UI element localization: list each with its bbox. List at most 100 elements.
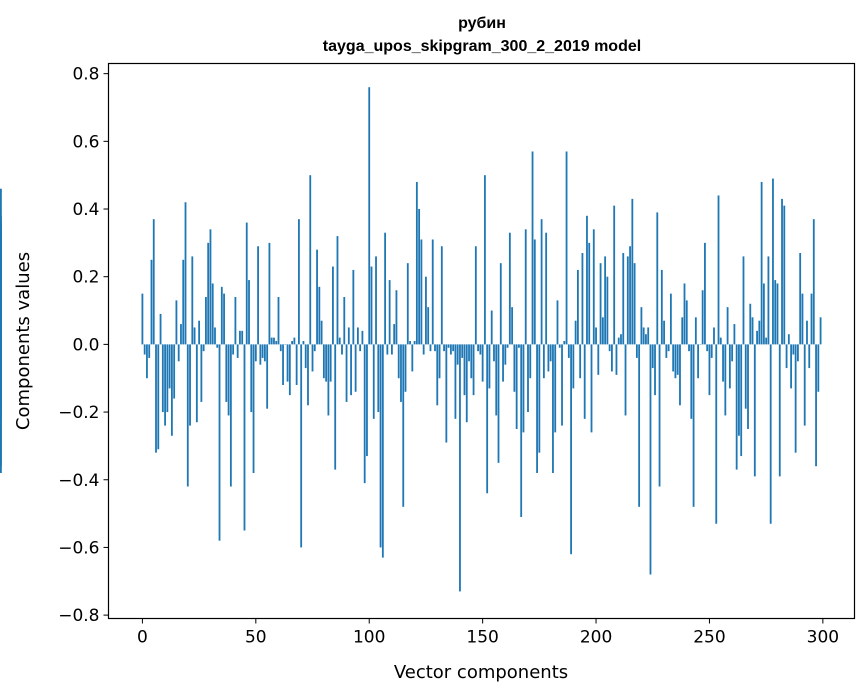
bar [245,222,248,345]
bar [679,344,681,406]
bar [263,344,266,362]
bar [572,344,575,389]
bar [298,219,300,345]
bar [719,337,722,345]
bar [799,253,802,345]
bar [397,344,400,379]
bar [556,300,559,345]
bar [250,344,253,413]
bar [570,344,572,555]
bar [386,344,389,355]
bar [728,344,731,389]
bar [690,344,693,419]
bar [304,344,307,369]
bar [776,283,779,345]
bar [288,344,291,396]
bar [533,239,536,345]
bar [601,317,604,345]
bar [715,344,718,524]
bar [286,344,289,382]
bar [561,344,563,426]
bar [404,344,407,392]
bar [581,253,584,345]
bar [513,344,516,392]
bar [629,246,631,345]
bar [613,205,616,345]
bar [157,344,160,450]
bar [622,253,625,345]
bar [756,330,758,345]
bar [660,269,663,345]
bar [753,344,756,477]
bar [527,344,529,413]
bar [218,344,221,541]
bar [436,344,439,406]
bar [588,242,591,345]
bar [229,344,232,487]
bar [295,344,298,385]
bar [710,344,713,358]
bar [531,151,534,345]
bar [483,175,486,345]
bar [148,344,151,358]
bar [243,344,246,531]
bar [797,344,799,362]
y-tick-label: −0.4 [58,471,99,491]
bar [236,344,239,358]
bar [681,317,684,345]
chart-subtitle: tayga_upos_skipgram_300_2_2019 model [323,38,641,55]
bar [443,344,445,352]
bar [164,344,166,426]
bars-group [0,87,822,592]
bar [411,344,414,372]
bar [545,232,548,345]
bar [765,337,768,345]
bar [470,344,473,379]
bar [808,344,811,369]
bar [617,337,620,345]
bar [554,344,557,433]
bar [152,219,155,345]
bar [733,324,736,345]
bar [794,344,797,453]
bar [141,293,144,345]
bar [597,344,600,375]
bar [368,87,371,345]
bar [665,344,668,358]
bar [692,344,695,507]
bar [815,344,817,467]
bar [749,303,752,345]
bar [313,344,316,352]
bar [191,256,194,345]
y-tick-label: −0.6 [58,538,99,558]
bar [511,307,514,345]
bar [454,344,457,419]
bar [642,327,645,345]
bar [434,344,436,352]
bar [604,256,607,345]
bar [563,341,566,345]
bar [738,344,740,436]
bar [635,344,638,358]
bar [400,344,402,402]
bar [309,175,312,345]
bar [375,256,377,345]
bar [345,344,348,402]
bar [486,344,489,494]
x-tick-label: 50 [245,628,267,648]
bar [227,344,230,416]
y-tick-label: 0.0 [72,335,99,355]
bar [590,344,593,433]
bar [672,344,675,372]
bar [599,263,602,345]
bar [334,344,337,470]
bar [211,283,214,345]
bar [731,344,734,362]
bar [540,219,543,345]
bar [558,344,561,348]
bar [694,317,697,345]
bar [316,249,318,345]
bar [708,344,711,396]
bar [150,259,153,345]
